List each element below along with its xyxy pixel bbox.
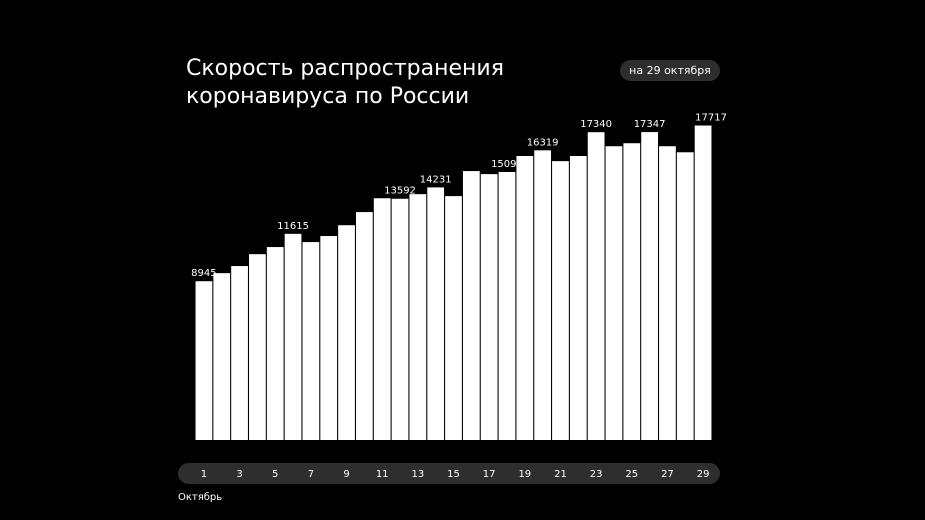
x-tick-label: 19 bbox=[518, 469, 531, 480]
bar bbox=[231, 266, 248, 440]
x-axis-label: Октябрь bbox=[178, 492, 222, 503]
x-axis-bar bbox=[178, 463, 720, 484]
bar bbox=[641, 132, 658, 440]
x-tick-label: 23 bbox=[590, 469, 603, 480]
data-label: 11615 bbox=[277, 221, 309, 232]
bar bbox=[605, 146, 623, 441]
bar bbox=[445, 196, 462, 440]
x-tick-label: 5 bbox=[272, 469, 278, 480]
bar bbox=[569, 156, 587, 440]
bar bbox=[552, 161, 569, 440]
x-tick-label: 29 bbox=[697, 469, 710, 480]
bar bbox=[338, 225, 355, 440]
bar bbox=[195, 281, 213, 440]
x-tick-label: 3 bbox=[236, 469, 242, 480]
bar bbox=[623, 143, 641, 440]
bar bbox=[213, 273, 231, 440]
subtitle-badge bbox=[620, 60, 720, 81]
data-label: 14231 bbox=[420, 174, 452, 185]
chart-title-line: коронавируса по России bbox=[186, 84, 469, 109]
x-tick-label: 9 bbox=[343, 469, 349, 480]
bar bbox=[587, 132, 605, 440]
bar bbox=[302, 242, 320, 440]
bar bbox=[498, 171, 516, 441]
bar bbox=[249, 254, 266, 440]
data-label: 17717 bbox=[695, 113, 727, 124]
bar bbox=[409, 194, 427, 440]
bar bbox=[391, 198, 409, 440]
data-label: 16319 bbox=[527, 137, 559, 148]
bar bbox=[516, 156, 534, 440]
bar bbox=[284, 233, 302, 440]
x-tick-label: 7 bbox=[308, 469, 314, 480]
data-label: 15099 bbox=[491, 159, 523, 170]
data-label: 13592 bbox=[384, 186, 416, 197]
bar bbox=[480, 174, 498, 441]
bar bbox=[320, 236, 338, 440]
bar bbox=[659, 146, 676, 441]
x-tick-label: 21 bbox=[554, 469, 567, 480]
bar bbox=[694, 125, 712, 440]
chart-title-line: Скорость распространения bbox=[186, 56, 504, 81]
subtitle: на 29 октября bbox=[629, 64, 711, 77]
data-label: 17340 bbox=[580, 119, 612, 130]
x-tick-label: 25 bbox=[625, 469, 638, 480]
data-label: 8945 bbox=[191, 268, 216, 279]
bar bbox=[534, 150, 552, 440]
bar bbox=[355, 212, 373, 440]
bar bbox=[462, 171, 480, 440]
bar bbox=[266, 247, 284, 440]
x-tick-label: 11 bbox=[376, 469, 389, 480]
x-tick-label: 17 bbox=[483, 469, 496, 480]
x-tick-label: 13 bbox=[411, 469, 424, 480]
x-tick-label: 1 bbox=[201, 469, 207, 480]
data-label: 17347 bbox=[634, 119, 666, 130]
x-tick-label: 15 bbox=[447, 469, 460, 480]
bar bbox=[676, 152, 694, 440]
bar bbox=[373, 198, 391, 440]
bar bbox=[427, 187, 445, 440]
x-tick-label: 27 bbox=[661, 469, 674, 480]
